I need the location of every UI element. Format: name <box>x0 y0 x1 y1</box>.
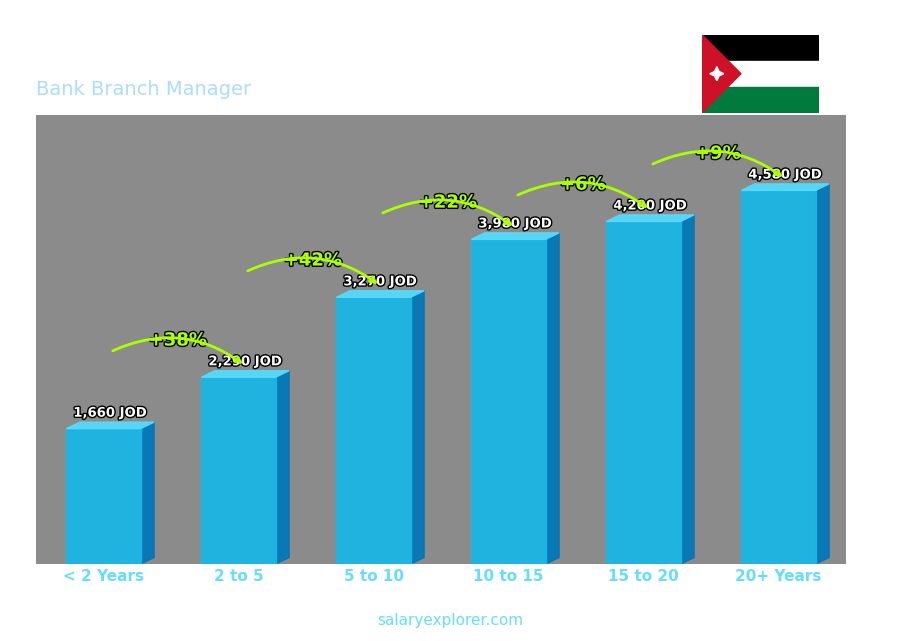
Bar <box>702 61 819 87</box>
Polygon shape <box>702 35 741 113</box>
Text: 4,200 JOD: 4,200 JOD <box>613 199 688 212</box>
Polygon shape <box>472 233 559 239</box>
Bar <box>742 190 815 564</box>
Text: 1,660 JOD: 1,660 JOD <box>73 406 148 420</box>
Polygon shape <box>680 215 694 564</box>
Text: +9%: +9% <box>695 145 741 163</box>
Text: Average Monthly Salary: Average Monthly Salary <box>867 246 879 395</box>
Polygon shape <box>337 291 424 297</box>
Text: 3,270 JOD: 3,270 JOD <box>344 276 417 288</box>
Polygon shape <box>710 67 724 81</box>
Polygon shape <box>742 184 829 190</box>
Text: 2,290 JOD: 2,290 JOD <box>209 355 282 369</box>
Text: 4,580 JOD: 4,580 JOD <box>748 169 823 181</box>
Polygon shape <box>275 370 289 564</box>
Polygon shape <box>410 291 424 564</box>
Text: +38%: +38% <box>148 331 207 349</box>
Text: salaryexplorer.com: salaryexplorer.com <box>377 613 523 628</box>
Text: Salary Comparison By Experience: Salary Comparison By Experience <box>36 32 612 61</box>
Polygon shape <box>140 422 154 564</box>
Bar <box>702 35 819 61</box>
Polygon shape <box>67 422 154 429</box>
Polygon shape <box>545 233 559 564</box>
Bar <box>67 429 140 564</box>
Text: 3,980 JOD: 3,980 JOD <box>478 217 553 230</box>
Polygon shape <box>202 370 289 378</box>
Polygon shape <box>607 215 694 221</box>
Bar <box>472 239 545 564</box>
Text: +6%: +6% <box>560 176 606 194</box>
Bar <box>202 378 275 564</box>
Text: Bank Branch Manager: Bank Branch Manager <box>36 80 251 99</box>
Bar <box>607 221 680 564</box>
Bar <box>702 87 819 113</box>
Bar <box>337 297 410 564</box>
Text: +22%: +22% <box>418 194 477 212</box>
Polygon shape <box>815 184 829 564</box>
Text: +42%: +42% <box>284 251 342 270</box>
